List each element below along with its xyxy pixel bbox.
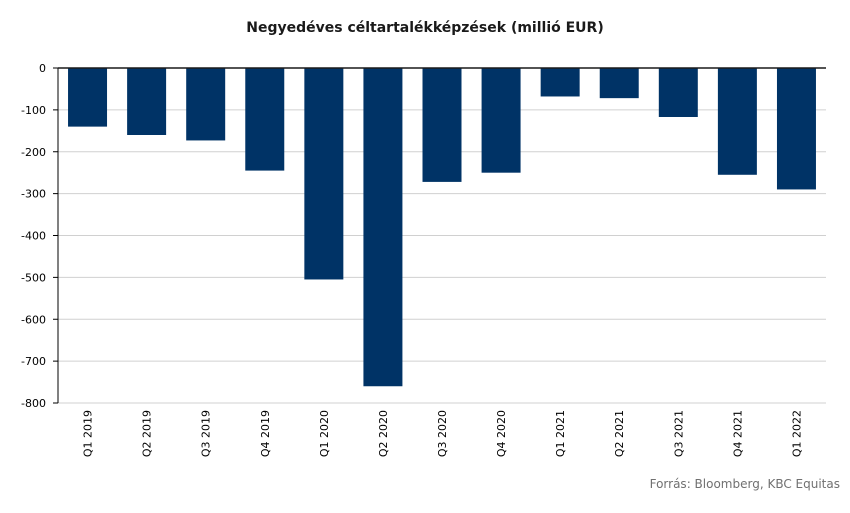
bar xyxy=(304,68,344,280)
x-tick-label: Q1 2019 xyxy=(82,410,95,457)
x-tick-label: Q1 2021 xyxy=(554,410,567,457)
x-tick-label: Q3 2021 xyxy=(672,410,685,457)
x-tick-label: Q4 2020 xyxy=(495,410,508,457)
y-tick-label: -500 xyxy=(21,271,46,284)
bar xyxy=(776,68,816,190)
x-tick-label: Q4 2021 xyxy=(731,410,744,457)
bar xyxy=(245,68,285,171)
bar xyxy=(186,68,226,141)
y-tick-label: -600 xyxy=(21,313,46,326)
y-tick-label: -200 xyxy=(21,146,46,159)
source-note: Forrás: Bloomberg, KBC Equitas xyxy=(649,477,840,491)
x-tick-label: Q2 2020 xyxy=(377,410,390,457)
x-tick-label: Q4 2019 xyxy=(259,410,272,457)
bar xyxy=(540,68,580,97)
x-tick-label: Q1 2022 xyxy=(790,410,803,457)
bar xyxy=(363,68,403,387)
y-tick-label: -700 xyxy=(21,355,46,368)
x-axis: Q1 2019 Q2 2019 Q3 2019 Q4 2019 Q1 2020 Q2 20… xyxy=(58,67,826,457)
y-tick-label: -400 xyxy=(21,230,46,243)
bar xyxy=(481,68,521,173)
y-axis: 0 -100 -200 -300 -400 -500 -600 -700 -800 xyxy=(21,62,59,410)
x-tick-label: Q1 2020 xyxy=(318,410,331,457)
x-tick-label: Q3 2019 xyxy=(200,410,213,457)
x-tick-label: Q2 2021 xyxy=(613,410,626,457)
bar xyxy=(599,68,639,99)
bar xyxy=(68,68,108,127)
bar xyxy=(658,68,698,117)
y-tick-label: -300 xyxy=(21,188,46,201)
x-tick-label: Q3 2020 xyxy=(436,410,449,457)
chart-title: Negyedéves céltartalékképzések (millió E… xyxy=(246,20,604,36)
bar xyxy=(422,68,462,182)
bar xyxy=(127,68,167,135)
y-tick-label: 0 xyxy=(39,62,46,75)
bars xyxy=(68,68,816,387)
y-tick-label: -100 xyxy=(21,104,46,117)
x-tick-label: Q2 2019 xyxy=(141,410,154,457)
y-tick-label: -800 xyxy=(21,397,46,410)
bar xyxy=(717,68,757,175)
